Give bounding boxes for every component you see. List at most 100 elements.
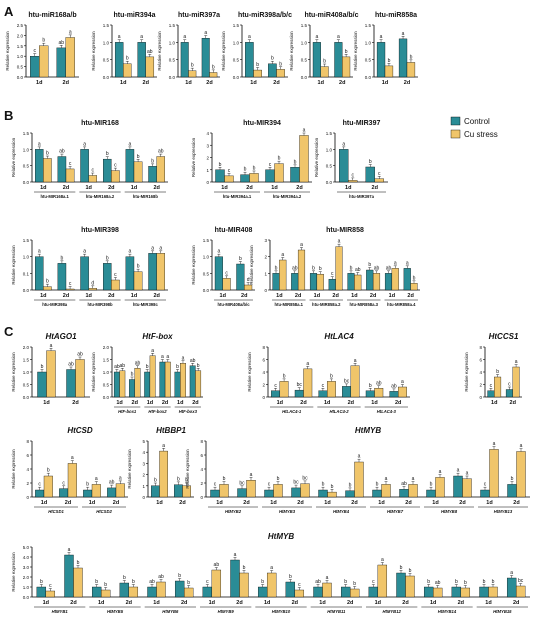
sig-letter-b2: b <box>278 156 281 162</box>
y-tick-label-b6: 0 <box>264 288 267 293</box>
panel-title-c6: HtBBP1 <box>156 426 186 435</box>
sig-letter-c8: c <box>206 579 209 585</box>
sig-letter-c8: ab <box>158 574 164 580</box>
category-label-c8: 1d <box>264 600 270 606</box>
sig-letter-b5: c <box>225 270 228 276</box>
panel-title-c3: HtLAC4 <box>324 332 354 341</box>
sig-letter-c3: b <box>283 373 286 379</box>
y-tick-label-c4: 6 <box>479 358 482 363</box>
bar-cu-stress-c8 <box>515 585 526 598</box>
panel-title-c1: HtAGO1 <box>45 332 77 341</box>
y-tick-label-c3: 8 <box>262 345 265 350</box>
sig-letter-c2: a <box>182 355 185 361</box>
group-label-c2: HtF-box1 <box>118 409 137 414</box>
bar-cu-stress-c7 <box>354 461 364 498</box>
bar-control-a4 <box>268 63 277 78</box>
category-label-c7: 1d <box>324 500 330 506</box>
sig-letter-c8: b <box>289 574 292 580</box>
bar-cu-stress-c8 <box>266 572 277 598</box>
bar-cu-stress-a5 <box>320 66 329 78</box>
bar-control-b6 <box>272 273 280 291</box>
y-tick-label-a2: 0.5 <box>103 58 110 63</box>
y-label-c3: Relative expression <box>247 352 252 392</box>
y-tick-label-b5: 0.0 <box>203 288 210 293</box>
category-label-a6: 1d <box>382 80 388 86</box>
y-tick-label-c5: 2 <box>26 481 29 486</box>
category-label-b2: 2d <box>296 185 302 191</box>
y-label-b5: Relative expression <box>191 245 196 285</box>
y-tick-label-b6: 2 <box>264 255 267 260</box>
group-label-c3: HtLAC4-2 <box>329 409 349 414</box>
bar-control-c7 <box>453 475 463 498</box>
category-label-c7: 2d <box>297 500 303 506</box>
bar-cu-stress-c2 <box>119 370 126 398</box>
bar-cu-stress-b2 <box>249 173 259 183</box>
legend-label-cu-stress: Cu stress <box>464 130 498 139</box>
y-tick-label-b4: 1.0 <box>23 255 30 260</box>
sig-letter-c7: b <box>511 476 514 482</box>
category-label-b3: 2d <box>372 185 378 191</box>
y-tick-label-c2: 0.0 <box>103 395 110 400</box>
bar-control-b1 <box>34 149 44 183</box>
sig-letter-b4: b <box>61 255 64 261</box>
y-tick-label-b2: 2 <box>206 156 209 161</box>
sig-letter-c2: b <box>131 372 134 378</box>
bar-cu-stress-b6 <box>391 268 399 291</box>
sig-letter-c1: ab <box>77 352 83 358</box>
bar-control-c3 <box>365 390 375 398</box>
bar-cu-stress-c8 <box>460 587 471 598</box>
bar-control-b3 <box>365 166 375 183</box>
sig-letter-b3: c <box>378 171 381 177</box>
sig-letter-c7: a <box>412 476 415 482</box>
sig-letter-c7: bc <box>239 480 245 486</box>
y-tick-label-b2: 0 <box>206 180 209 185</box>
sig-letter-c8: b <box>77 560 80 566</box>
bar-control-b1 <box>57 156 67 183</box>
bar-control-b6 <box>384 273 393 291</box>
bar-control-b6 <box>291 273 299 291</box>
y-tick-label-a1: 1.5 <box>17 44 24 49</box>
sig-letter-c8: a <box>510 570 513 576</box>
bar-control-c8 <box>340 586 351 598</box>
panel-title-c8: HtMYB <box>268 532 294 541</box>
bar-cu-stress-b1 <box>111 170 120 183</box>
category-label-c8: 1d <box>43 600 49 606</box>
y-tick-label-b3: 1.5 <box>326 131 333 136</box>
bar-cu-stress-c2 <box>134 368 141 398</box>
y-tick-label-b1: 1.5 <box>23 131 30 136</box>
sig-letter-b2: a <box>303 128 306 134</box>
bar-control-a1 <box>56 47 66 78</box>
bar-control-c2 <box>113 371 120 398</box>
category-label-b1: 2d <box>63 185 69 191</box>
bar-control-c8 <box>368 586 379 598</box>
sig-letter-c2: ab <box>120 363 126 369</box>
y-tick-label-c5: 4 <box>26 467 29 472</box>
y-tick-label-c3: 6 <box>262 358 265 363</box>
sig-letter-b1: b <box>46 151 49 157</box>
sig-letter-c8: b <box>492 579 495 585</box>
category-label-b1: 1d <box>131 185 137 191</box>
sig-letter-b3: a <box>342 141 345 147</box>
sig-letter-a2: a <box>140 34 143 40</box>
y-tick-label-a6: 1.5 <box>365 23 372 28</box>
y-tick-label-a2: 1.5 <box>103 23 110 28</box>
y-label-a2: Relative expression <box>91 31 96 71</box>
y-tick-label-c2: 1.5 <box>103 358 110 363</box>
panel-title-b3: htu-MIR397 <box>343 120 381 127</box>
bar-control-a2 <box>114 42 124 78</box>
section-label-a: A <box>4 4 14 19</box>
y-label-b1: Relative expression <box>11 137 16 177</box>
category-label-c8: 2d <box>402 600 408 606</box>
sig-letter-c8: c <box>298 582 301 588</box>
sig-letter-c8: c <box>372 579 375 585</box>
category-label-c6: 1d <box>156 500 162 506</box>
sig-letter-c7: a <box>457 468 460 474</box>
sig-letter-c5: a <box>95 476 98 482</box>
sig-letter-a3: a <box>183 34 186 40</box>
bar-cu-stress-c8 <box>45 590 56 598</box>
bar-control-c8 <box>506 577 517 598</box>
category-label-c7: 1d <box>216 500 222 506</box>
category-label-c8: 2d <box>292 600 298 606</box>
sig-letter-b6: b <box>312 265 315 271</box>
